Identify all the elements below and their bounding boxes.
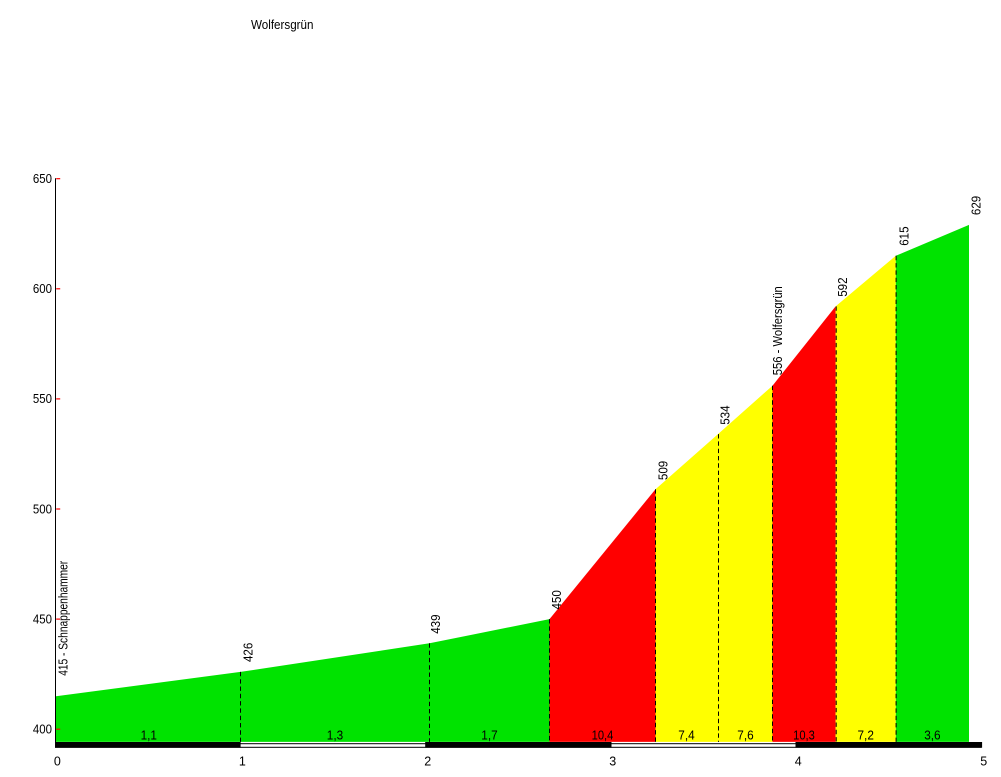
svg-text:500: 500 (33, 502, 52, 516)
svg-text:450: 450 (550, 590, 564, 609)
svg-text:2: 2 (424, 754, 431, 768)
svg-text:550: 550 (33, 392, 52, 406)
svg-text:3,6: 3,6 (924, 729, 940, 743)
svg-text:7,2: 7,2 (858, 729, 874, 743)
svg-text:7,4: 7,4 (678, 729, 694, 743)
svg-text:534: 534 (718, 405, 732, 424)
svg-text:1,1: 1,1 (141, 729, 157, 743)
svg-text:509: 509 (656, 461, 670, 480)
svg-text:600: 600 (33, 282, 52, 296)
svg-text:650: 650 (33, 172, 52, 186)
svg-text:10,3: 10,3 (793, 729, 815, 743)
svg-text:4: 4 (795, 754, 802, 768)
svg-text:10,4: 10,4 (592, 729, 614, 743)
svg-text:3: 3 (609, 754, 616, 768)
svg-text:0: 0 (54, 754, 61, 768)
svg-text:439: 439 (429, 614, 443, 633)
svg-text:1,7: 1,7 (481, 729, 497, 743)
svg-text:415 - Schnappenhammer: 415 - Schnappenhammer (57, 561, 71, 676)
svg-text:615: 615 (897, 226, 911, 245)
svg-text:7,6: 7,6 (737, 729, 753, 743)
svg-text:592: 592 (836, 277, 850, 296)
svg-text:Wolfersgrün: Wolfersgrün (251, 18, 314, 32)
svg-text:5: 5 (980, 754, 987, 768)
svg-text:629: 629 (969, 196, 983, 215)
svg-text:1: 1 (239, 754, 246, 768)
svg-text:556 - Wolfersgrün: 556 - Wolfersgrün (771, 286, 785, 375)
svg-text:400: 400 (33, 723, 52, 737)
svg-text:426: 426 (241, 643, 255, 662)
svg-text:450: 450 (33, 612, 52, 626)
svg-text:1,3: 1,3 (327, 729, 343, 743)
